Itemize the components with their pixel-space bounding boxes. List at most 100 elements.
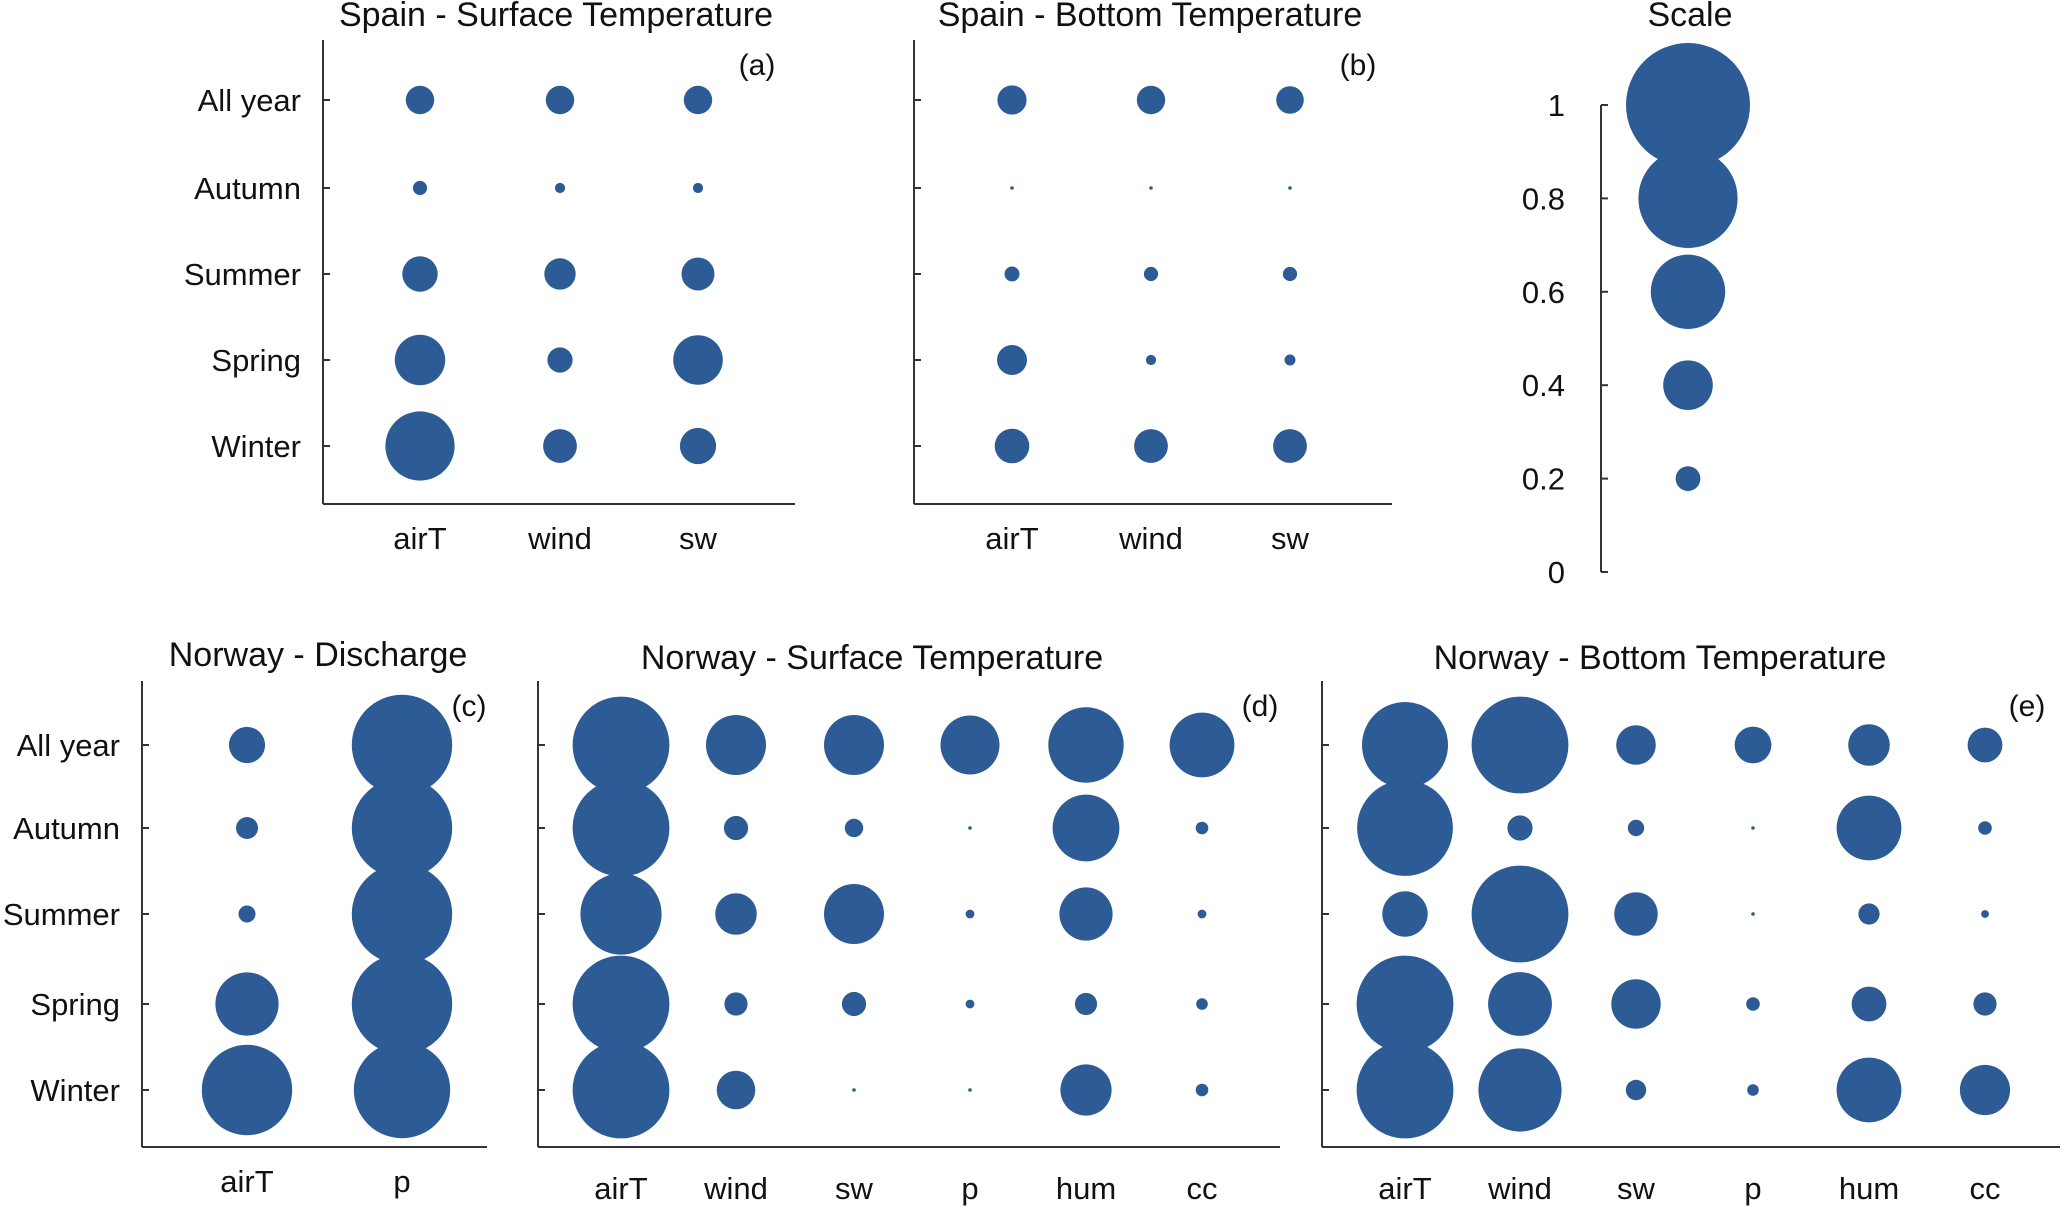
x-tick-label: p: [393, 1164, 410, 1199]
x-tick-label: airT: [220, 1164, 273, 1199]
y-tick-label: Spring: [211, 343, 301, 378]
data-bubble: [673, 335, 723, 385]
data-bubble: [1747, 1084, 1759, 1096]
plot-area: airT wind sw: [913, 40, 1392, 556]
scale-bubble: [1626, 43, 1750, 167]
x-tick-label: p: [961, 1171, 978, 1206]
data-bubble: [1751, 912, 1755, 916]
y-tick-label: Autumn: [194, 171, 301, 206]
data-bubble: [724, 992, 748, 1016]
panel-spain-bottom: Spain - Bottom Temperature (b): [938, 0, 1377, 82]
data-bubble: [968, 1088, 972, 1092]
data-bubble: [1273, 429, 1307, 463]
data-bubble: [1284, 354, 1296, 366]
data-bubble: [1751, 826, 1755, 830]
x-tick-label: sw: [1271, 521, 1310, 556]
data-bubble: [994, 428, 1030, 464]
data-bubble: [1356, 1041, 1454, 1139]
data-bubble: [824, 715, 884, 775]
data-bubble: [545, 85, 575, 115]
data-bubble: [543, 429, 577, 463]
data-bubble: [1967, 727, 2003, 763]
data-bubble: [201, 1044, 293, 1136]
panel-scale: Scale: [1647, 0, 1732, 34]
data-bubble: [238, 905, 256, 923]
panel-label: (c): [452, 690, 487, 723]
x-tick-label: wind: [527, 521, 592, 556]
x-tick-label: sw: [679, 521, 718, 556]
data-bubble: [1978, 821, 1992, 835]
panel-label: (b): [1340, 49, 1377, 82]
data-bubble: [1060, 1064, 1112, 1116]
data-bubble: [1196, 998, 1208, 1010]
data-bubble: [353, 1041, 451, 1139]
data-bubble: [681, 257, 715, 291]
y-tick-label: All year: [17, 728, 120, 763]
panel-norway-surface: Norway - Surface Temperature (d): [641, 639, 1279, 723]
data-bubble: [1052, 794, 1120, 862]
scale-tick-label: 0: [1548, 555, 1565, 590]
data-bubble: [572, 955, 670, 1053]
data-bubble: [1471, 696, 1569, 794]
scale-tick-label: 0.6: [1522, 275, 1565, 310]
data-bubble: [1010, 186, 1014, 190]
data-bubble: [580, 873, 662, 955]
scale-tick-label: 0.2: [1522, 462, 1565, 497]
data-bubble: [1143, 266, 1159, 282]
data-bubble: [965, 999, 975, 1009]
data-bubble: [1282, 266, 1298, 282]
data-bubble: [1625, 1079, 1647, 1101]
data-bubble: [715, 893, 757, 935]
y-tick-label: Winter: [30, 1073, 120, 1108]
x-tick-label: airT: [985, 521, 1038, 556]
plot-area: airT wind sw p hum cc: [537, 681, 1280, 1206]
panel-norway-bottom: Norway - Bottom Temperature (e): [1434, 639, 2046, 723]
data-bubble: [1836, 1057, 1902, 1123]
scale-tick-label: 0.8: [1522, 181, 1565, 216]
data-bubble: [1616, 725, 1656, 765]
data-bubble: [1959, 1064, 2011, 1116]
data-bubble: [572, 1041, 670, 1139]
data-bubble: [1627, 819, 1645, 837]
data-bubble: [402, 256, 438, 292]
data-bubble: [1836, 795, 1902, 861]
x-tick-label: airT: [393, 521, 446, 556]
data-bubble: [1145, 354, 1157, 366]
x-tick-label: hum: [1056, 1171, 1116, 1206]
x-tick-label: airT: [1378, 1171, 1431, 1206]
scale-tick-label: 0.4: [1522, 368, 1565, 403]
data-bubble: [844, 818, 864, 838]
data-bubble: [1136, 85, 1166, 115]
data-bubble: [1488, 972, 1552, 1036]
data-bubble: [412, 180, 428, 196]
data-bubble: [1195, 1083, 1209, 1097]
data-bubble: [1362, 702, 1448, 788]
data-bubble: [692, 182, 704, 194]
panel-norway-discharge: Norway - Discharge (c): [169, 636, 487, 723]
data-bubble: [547, 347, 573, 373]
data-bubble: [405, 85, 435, 115]
y-tick-label: Summer: [3, 897, 120, 932]
x-tick-label: hum: [1839, 1171, 1899, 1206]
y-tick-label: Summer: [184, 257, 301, 292]
data-bubble: [1611, 979, 1661, 1029]
data-bubble: [215, 972, 279, 1036]
x-tick-label: p: [1744, 1171, 1761, 1206]
data-bubble: [1356, 955, 1454, 1053]
data-bubble: [351, 953, 453, 1055]
panel-title: Norway - Discharge: [169, 636, 468, 674]
panel-label: (d): [1242, 690, 1279, 723]
data-bubble: [706, 715, 766, 775]
y-tick-label: Spring: [30, 987, 120, 1022]
scale-bubble: [1663, 360, 1713, 411]
data-bubble: [1048, 707, 1124, 783]
plot-area: All year Autumn Summer Spring Winter airT p: [3, 681, 487, 1199]
data-bubble: [852, 1088, 856, 1092]
data-bubble: [394, 334, 446, 386]
data-bubble: [572, 696, 670, 794]
scale-bubble: [1638, 148, 1738, 248]
panel-spain-surface: Spain - Surface Temperature (a): [339, 0, 775, 82]
y-tick-label: All year: [198, 83, 301, 118]
data-bubble: [683, 85, 713, 115]
